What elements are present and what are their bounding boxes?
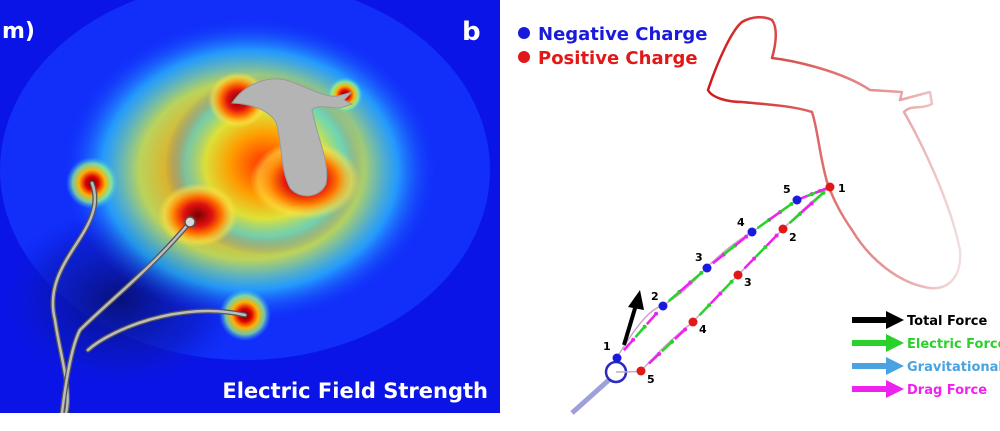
upper-label-3: 3 [695, 251, 703, 264]
upper-arrowtip-0-2 [642, 324, 647, 329]
upper-arrowtip-2-3 [744, 234, 749, 239]
lower-arrowtip-2-1 [752, 256, 757, 261]
lower-point-1 [825, 182, 835, 192]
upper-label-5: 5 [783, 183, 791, 196]
lower-label-3: 3 [744, 276, 752, 289]
corner-label: m) [2, 19, 35, 44]
legend-total-arrowhead [886, 311, 904, 329]
upper-point-2 [658, 301, 668, 311]
lower-label-5: 5 [647, 373, 655, 386]
legend-electric-arrowhead [886, 334, 904, 352]
total-force-head [628, 290, 644, 310]
upper-label-4: 4 [737, 216, 745, 229]
legend-electric-label: Electric Force [907, 337, 1000, 352]
flower-outline [706, 16, 962, 290]
upper-arrowtip-0-3 [654, 311, 659, 316]
upper-point-3 [702, 263, 712, 273]
lower-label-2: 2 [789, 231, 797, 244]
lower-arrow-2-3 [765, 234, 778, 247]
upper-arrow-2-3 [734, 235, 747, 247]
field-panel: m) b Electric Field Strength [0, 0, 500, 413]
lower-arrowtip-1-1 [707, 303, 712, 308]
lower-arrow-2-1 [743, 257, 756, 270]
legend-drag-arrowhead [886, 380, 904, 398]
field-caption: Electric Field Strength [222, 379, 488, 403]
upper-arrow-0-3 [645, 312, 658, 326]
legend-grav-label: Gravitational [907, 360, 1000, 375]
upper-arrowtip-3-3 [789, 201, 794, 206]
upper-label-1: 1 [603, 340, 611, 353]
upper-arrow-1-2 [678, 281, 692, 293]
lower-arrow-0-1 [648, 353, 660, 365]
lower-arrowtip-0-1 [657, 351, 662, 356]
force-legend: Total Force Electric Force Gravitational… [852, 311, 1000, 398]
legend-grav-arrowhead [886, 357, 904, 375]
upper-arrow-0-1 [622, 338, 635, 352]
upper-arrow-1-3 [689, 271, 703, 284]
lower-arrow-1-2 [709, 292, 722, 305]
upper-point-4 [747, 227, 757, 237]
wire-bottom-core [86, 309, 247, 352]
lower-force-arrows [648, 190, 826, 365]
upper-force-arrows [622, 185, 831, 352]
upper-trajectory [615, 186, 831, 360]
lower-arrow-3-1 [788, 212, 801, 225]
upper-point-1 [612, 353, 622, 363]
upper-label-2: 2 [651, 290, 659, 303]
upper-arrow-2-2 [723, 244, 736, 256]
upper-arrowtip-1-3 [699, 270, 704, 275]
lower-arrow-3-2 [800, 202, 813, 214]
upper-arrow-3-1 [756, 218, 770, 230]
legend-positive-label: Positive Charge [538, 48, 698, 69]
lower-point-4 [688, 317, 698, 327]
lower-arrowtip-3-1 [797, 211, 802, 216]
trajectory-panel: 1 2 3 4 5 1 2 3 4 5 Negative Charge Posi… [518, 16, 1000, 415]
lower-arrowtip-0-3 [683, 327, 688, 332]
upper-point-5 [792, 195, 802, 205]
upper-arrow-0-2 [634, 325, 646, 339]
flower-shape [231, 78, 354, 197]
lower-arrowtip-2-2 [763, 244, 768, 249]
legend-total-label: Total Force [907, 314, 987, 329]
lower-arrowtip-1-2 [718, 291, 723, 296]
legend-negative-label: Negative Charge [538, 24, 707, 45]
legend-drag-label: Drag Force [907, 383, 987, 398]
upper-arrowtip-0-1 [631, 337, 636, 342]
hotspot-center [158, 183, 238, 247]
lower-arrow-0-3 [674, 328, 686, 340]
lower-label-1: 1 [838, 182, 846, 195]
legend-negative-dot [518, 27, 530, 39]
lower-point-5 [636, 366, 646, 376]
lower-label-4: 4 [699, 323, 707, 336]
wire-center-core [60, 220, 192, 413]
lower-arrowtip-3-3 [821, 190, 826, 195]
lower-arrowtip-2-3 [774, 233, 779, 238]
lower-arrow-1-1 [698, 304, 710, 317]
lower-arrowtip-3-2 [809, 201, 814, 206]
lower-arrow-3-3 [812, 191, 825, 204]
lower-arrow-0-2 [661, 340, 673, 353]
upper-arrow-3-2 [768, 210, 781, 222]
upper-arrow-3-3 [779, 202, 793, 214]
lower-arrow-1-3 [721, 280, 733, 293]
upper-arrow-1-1 [667, 290, 681, 303]
lower-arrowtip-0-2 [670, 339, 675, 344]
lower-arrowtip-1-3 [729, 279, 734, 284]
lower-point-2 [778, 224, 788, 234]
electrode-tip [184, 216, 196, 228]
total-force-arrow [622, 304, 638, 346]
upper-arrow-2-1 [712, 253, 725, 265]
lower-arrow-2-2 [754, 246, 767, 258]
legend-positive-dot [518, 51, 530, 63]
panel-letter: b [462, 17, 481, 47]
lower-point-3 [733, 270, 743, 280]
